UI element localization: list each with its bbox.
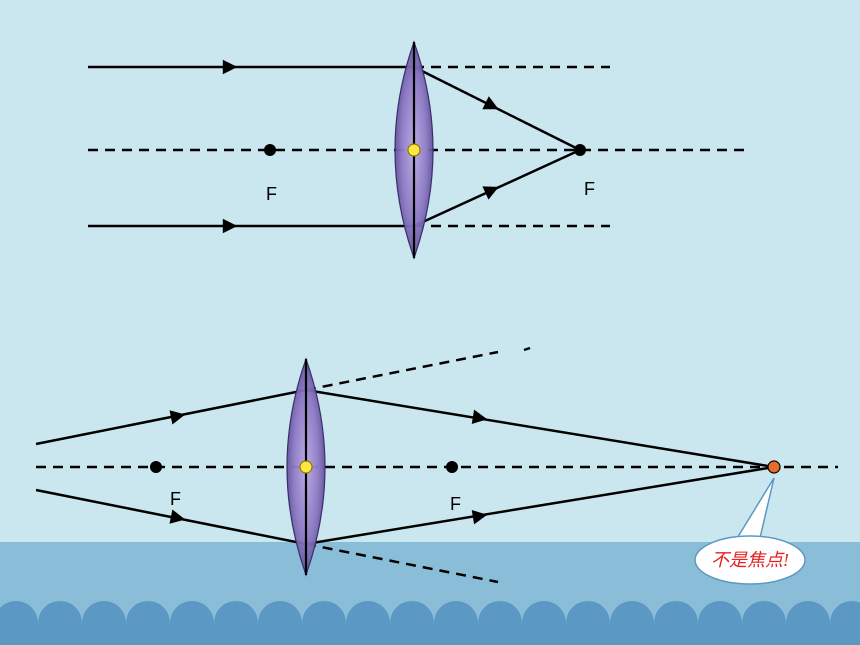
optics-diagram-stage: F F F F 不是焦点! xyxy=(0,0,860,645)
d1-right-focal-point xyxy=(574,144,586,156)
d2-left-focal-point xyxy=(150,461,162,473)
callout-text: 不是焦点! xyxy=(711,550,789,570)
d2-right-F-label: F xyxy=(450,494,461,514)
d1-left-F-label: F xyxy=(266,184,277,204)
d2-convergence-point xyxy=(768,461,780,473)
wave-base xyxy=(0,623,860,645)
d2-optical-center xyxy=(300,461,312,473)
d1-left-focal-point xyxy=(264,144,276,156)
d1-right-F-label: F xyxy=(584,179,595,199)
d1-optical-center xyxy=(408,144,420,156)
d2-right-focal-point xyxy=(446,461,458,473)
d2-left-F-label: F xyxy=(170,489,181,509)
